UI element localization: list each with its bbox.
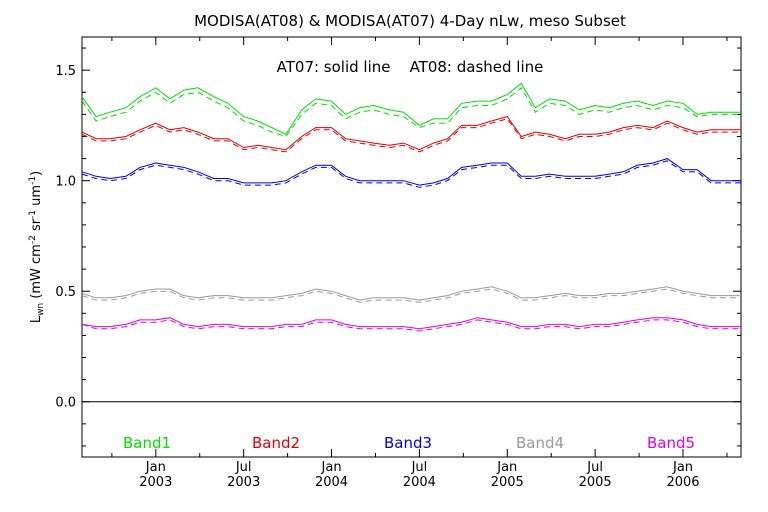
x-tick-label-month: Jul [411, 460, 428, 475]
series-group [81, 82, 741, 332]
x-tick-label-month: Jan [672, 460, 693, 475]
x-tick-label-month: Jan [145, 460, 166, 475]
legend-item-band2: Band2 [252, 434, 300, 452]
series-line-band4-at08 [81, 288, 741, 303]
x-tick-label-year: 2006 [666, 475, 699, 490]
series-line-band1-at08 [81, 87, 741, 138]
x-axis: Jan2003Jul2003Jan2004Jul2004Jan2005Jul20… [111, 37, 728, 490]
x-tick-label-year: 2003 [227, 475, 260, 490]
x-tick-label-year: 2005 [579, 475, 612, 490]
series-line-band3-at08 [81, 160, 741, 188]
y-axis-label: Lwn (mW cm-2 sr-1 um-1) [28, 171, 46, 323]
line-style-annotation: AT07: solid line AT08: dashed line [277, 58, 544, 76]
y-tick-label: 1.5 [55, 64, 76, 79]
x-tick-label-year: 2004 [315, 475, 348, 490]
x-tick-label-month: Jul [235, 460, 252, 475]
legend-item-band4: Band4 [516, 434, 564, 452]
legend-item-band3: Band3 [384, 434, 432, 452]
series-line-band5-at08 [81, 319, 741, 332]
x-tick-label-month: Jul [586, 460, 603, 475]
series-line-band1-at07 [81, 82, 741, 135]
x-tick-label-month: Jan [496, 460, 517, 475]
legend-item-band1: Band1 [123, 434, 171, 452]
series-line-band2-at07 [81, 116, 741, 151]
x-tick-label-year: 2004 [403, 475, 436, 490]
y-tick-label: 0.0 [55, 396, 76, 411]
y-tick-label: 0.5 [55, 285, 76, 300]
series-line-band4-at07 [81, 286, 741, 301]
series-line-band5-at07 [81, 317, 741, 330]
y-tick-label: 1.0 [55, 175, 76, 190]
series-line-band3-at07 [81, 158, 741, 186]
legend: Band1 Band2 Band3 Band4 Band5 [123, 434, 695, 452]
y-axis: 0.0 0.5 1.0 1.5 [55, 47, 741, 447]
plot-frame [81, 36, 742, 458]
x-tick-label-year: 2005 [491, 475, 524, 490]
chart-title: MODISA(AT08) & MODISA(AT07) 4-Day nLw, m… [194, 12, 626, 30]
x-tick-label-year: 2003 [139, 475, 172, 490]
series-line-band2-at08 [81, 118, 741, 153]
legend-item-band5: Band5 [647, 434, 695, 452]
x-tick-label-month: Jan [321, 460, 342, 475]
